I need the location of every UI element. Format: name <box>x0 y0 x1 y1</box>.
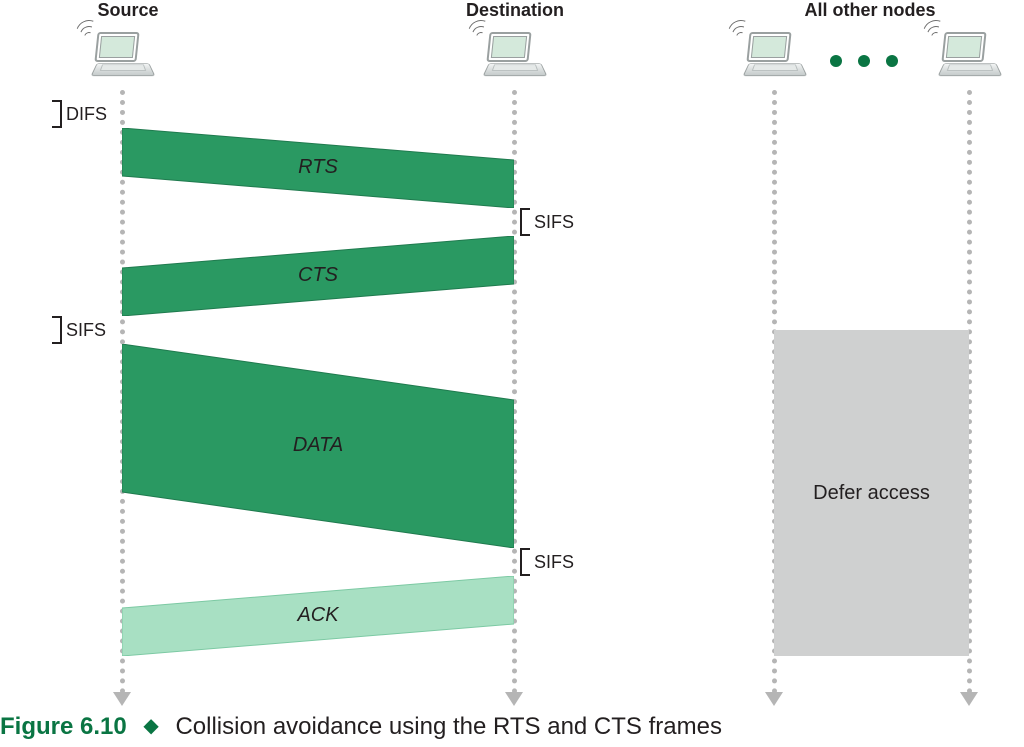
defer-access-box: Defer access <box>774 330 969 656</box>
interval-sifs-2: SIFS <box>52 316 106 344</box>
figure-caption: Figure 6.10 ◆ Collision avoidance using … <box>0 713 1024 741</box>
segment-data: DATA <box>122 344 514 548</box>
segment-ack: ACK <box>122 576 514 656</box>
defer-access-label: Defer access <box>813 482 930 505</box>
bracket-icon <box>520 208 530 236</box>
diagram-stage: Source Destination All other nodes <box>0 0 1024 747</box>
segment-cts: CTS <box>122 236 514 316</box>
laptop-icon <box>482 28 548 84</box>
bracket-icon <box>52 100 62 128</box>
interval-label-text: SIFS <box>534 212 574 233</box>
timeline-other-a-arrowhead-icon <box>765 692 783 706</box>
bracket-icon <box>520 548 530 576</box>
header-source-text: Source <box>97 0 158 20</box>
laptop-icon <box>90 28 156 84</box>
header-source: Source <box>88 0 168 21</box>
header-destination: Destination <box>455 0 575 21</box>
interval-label-text: SIFS <box>534 552 574 573</box>
header-destination-text: Destination <box>466 0 564 20</box>
timeline-source-arrowhead-icon <box>113 692 131 706</box>
laptop-source <box>88 28 158 84</box>
segment-rts: RTS <box>122 128 514 208</box>
interval-sifs-3: SIFS <box>520 548 574 576</box>
laptop-other-b <box>935 28 1005 84</box>
figure-number: Figure 6.10 <box>0 713 127 740</box>
timeline-other-b-arrowhead-icon <box>960 692 978 706</box>
interval-label-text: SIFS <box>66 320 106 341</box>
bracket-icon <box>52 316 62 344</box>
header-others: All other nodes <box>770 0 970 21</box>
laptop-other-a <box>740 28 810 84</box>
ellipsis-icon <box>830 55 898 67</box>
timeline-destination-arrowhead-icon <box>505 692 523 706</box>
figure-title: Collision avoidance using the RTS and CT… <box>175 713 722 740</box>
laptop-icon <box>937 28 1003 84</box>
interval-sifs-1: SIFS <box>520 208 574 236</box>
header-others-text: All other nodes <box>804 0 935 20</box>
interval-label-text: DIFS <box>66 104 107 125</box>
laptop-icon <box>742 28 808 84</box>
figure-separator-icon: ◆ <box>143 715 158 737</box>
interval-difs-0: DIFS <box>52 100 107 128</box>
laptop-destination <box>480 28 550 84</box>
